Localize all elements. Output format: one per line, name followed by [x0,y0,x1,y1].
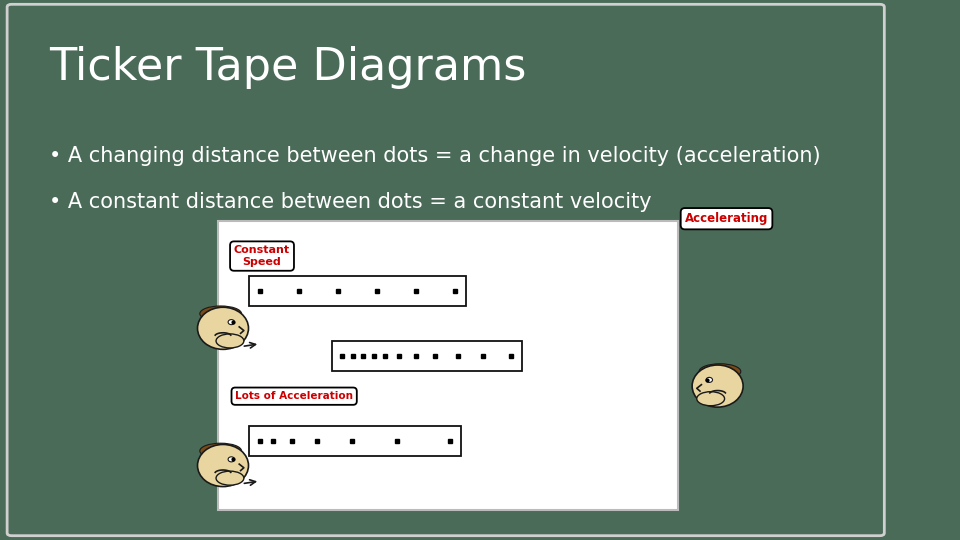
Ellipse shape [706,377,712,382]
Ellipse shape [699,364,741,379]
Text: Constant
Speed: Constant Speed [234,245,290,267]
Ellipse shape [216,334,244,348]
Ellipse shape [228,320,234,325]
Ellipse shape [200,306,242,321]
Ellipse shape [692,365,743,407]
Text: Lots of Acceleration: Lots of Acceleration [235,391,353,401]
Ellipse shape [198,444,249,487]
Text: Ticker Tape Diagrams: Ticker Tape Diagrams [49,46,526,89]
Ellipse shape [697,392,725,406]
Text: • A constant distance between dots = a constant velocity: • A constant distance between dots = a c… [49,192,652,212]
FancyBboxPatch shape [249,276,466,306]
Ellipse shape [228,457,234,462]
Ellipse shape [198,307,249,349]
FancyBboxPatch shape [331,341,521,370]
Ellipse shape [216,471,244,485]
FancyBboxPatch shape [249,426,461,456]
FancyBboxPatch shape [219,221,678,510]
Text: • A changing distance between dots = a change in velocity (acceleration): • A changing distance between dots = a c… [49,146,821,166]
Text: Accelerating: Accelerating [684,212,768,225]
Ellipse shape [200,443,242,458]
